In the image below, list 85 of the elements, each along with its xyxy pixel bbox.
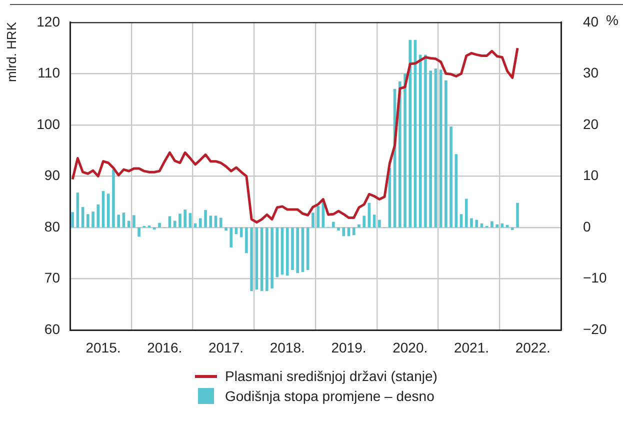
y-tick-label: 110 [38,64,60,81]
bar [511,227,514,230]
bar [92,212,94,228]
bar [178,214,182,228]
bar [464,198,468,228]
x-tick-label: 2018. [270,339,305,356]
bar [188,213,192,228]
legend-label: Godišnja stopa promjene – desno [225,387,434,406]
y2-tick-label: 10 [583,167,599,184]
x-tick-label: 2017. [208,339,244,356]
bar [378,220,381,228]
bar [270,227,274,288]
bar [204,210,207,228]
legend-label: Plasmani središnjoj državi (stanje) [225,367,438,386]
bar [352,227,356,236]
bar [450,126,452,228]
x-tick-label: 2022. [515,339,550,356]
bar [312,212,314,228]
bar [460,214,463,228]
y2-tick-label: 20 [583,116,599,132]
bar [152,227,156,230]
bar [470,218,473,228]
y2-tick-label: 40 [583,13,599,30]
y2-tick-label: −10 [583,270,607,286]
x-tick-label: 2019. [331,339,366,356]
bar [454,154,458,228]
bar [199,218,202,228]
y-tick-label: 70 [44,270,60,286]
y-tick-label: 60 [44,320,60,337]
bar [342,227,346,236]
y-tick-label: 100 [36,116,60,132]
bar [516,202,519,228]
bar [475,220,478,228]
bar [316,206,320,228]
y2-tick-label: −20 [583,320,607,337]
bar [490,221,494,228]
bar [408,40,412,228]
bar [337,227,340,231]
bar [266,227,268,292]
x-tick-label: 2020. [392,339,428,356]
bar [358,224,360,228]
bar [429,70,432,228]
bar [332,222,335,228]
y-tick-label: 120 [36,13,60,30]
bar [112,170,115,228]
bar [117,214,120,228]
bar [286,227,289,276]
bar [444,80,448,228]
bar [106,194,110,228]
y-tick-label: 80 [44,218,60,234]
bar [132,215,136,228]
x-tick-label: 2016. [147,339,182,356]
bar [276,227,279,278]
y2-tick-label: 30 [583,64,599,81]
y-tick-label: 90 [44,167,60,184]
bar [96,204,100,228]
bar [362,216,366,228]
bar [158,222,161,228]
bar [71,212,74,228]
bar [224,227,228,231]
y2-axis-title: % [606,12,618,28]
bar [496,224,498,228]
bar [291,227,294,270]
bar [424,54,427,228]
x-tick-label: 2021. [454,339,490,356]
bar [250,227,253,292]
y2-tick-label: 0 [583,218,591,234]
bar [138,227,140,237]
bar [168,216,172,228]
bar [372,214,376,228]
bar [173,220,176,228]
bar [245,227,248,254]
bar [418,54,422,228]
bar [296,227,300,274]
bar [214,216,218,228]
bar [230,227,233,248]
bar [86,214,90,228]
bar [122,212,126,228]
y-axis-title: mlrd. HRK [4,22,19,82]
bar [404,74,406,228]
bar [398,81,402,228]
bar [184,210,186,228]
bar [209,216,212,228]
bar [219,218,222,228]
x-tick-label: 2015. [86,339,121,356]
